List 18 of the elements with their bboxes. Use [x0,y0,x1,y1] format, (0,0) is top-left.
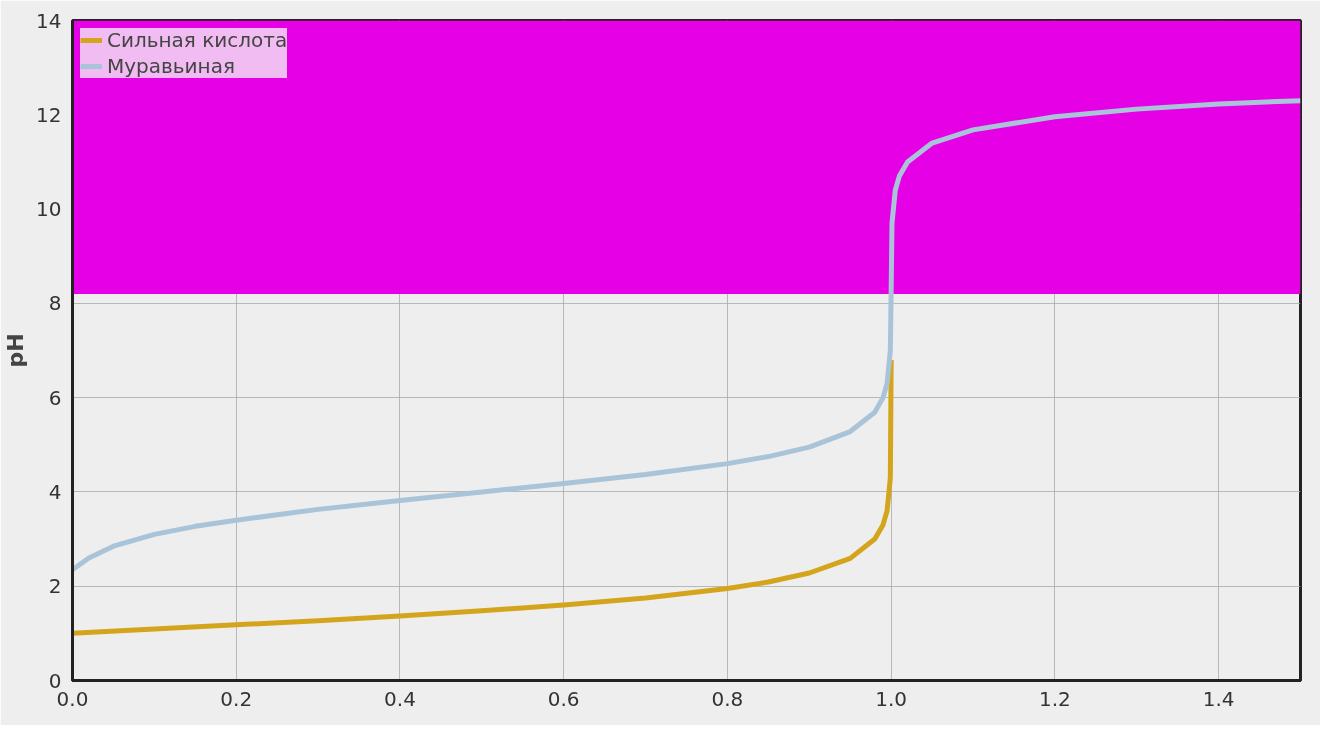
x-tick-label: 1.2 [1039,686,1071,711]
x-tick-label: 1.4 [1202,686,1235,711]
legend-label: Муравьиная [107,54,235,78]
y-tick-label: 6 [48,385,62,410]
y-tick-label: 8 [48,291,62,316]
y-axis-title: pH [3,333,29,368]
y-tick-label: 14 [36,8,62,33]
x-tick-label: 0.2 [220,686,253,711]
x-tick-label: 0.6 [547,686,580,711]
y-tick-label: 0 [48,668,62,693]
x-tick-label: 0.4 [384,686,416,711]
y-tick-label: 12 [36,102,62,127]
y-tick-label: 10 [36,197,62,222]
y-tick-label: 2 [48,574,62,599]
y-tick-label: 4 [48,479,62,504]
x-tick-label: 0.8 [711,686,744,711]
x-tick-label: 1.0 [875,686,908,711]
legend-label: Сильная кислота [107,28,288,52]
